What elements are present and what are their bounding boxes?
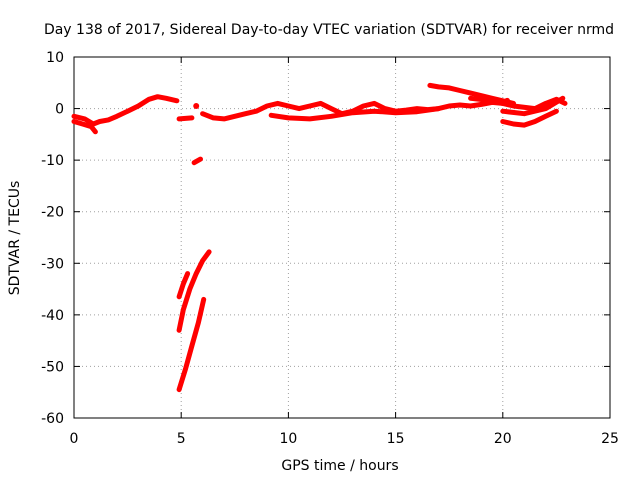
series-arc-main-a xyxy=(71,94,180,127)
x-tick-label: 15 xyxy=(387,431,405,447)
series-arc-drop-l xyxy=(176,271,191,300)
data-point xyxy=(193,102,200,109)
y-tick-label: -60 xyxy=(41,411,64,427)
y-tick-label: -20 xyxy=(41,205,64,221)
y-tick-label: -10 xyxy=(41,153,64,169)
y-tick-label: -50 xyxy=(41,359,64,375)
chart-title: Day 138 of 2017, Sidereal Day-to-day VTE… xyxy=(44,22,614,38)
series-arc-drop-k xyxy=(176,249,212,333)
series-arc-step-j xyxy=(191,156,203,166)
x-tick-label: 5 xyxy=(177,431,186,447)
x-tick-label: 25 xyxy=(601,431,619,447)
y-tick-label: 10 xyxy=(46,50,64,66)
series-arc-main-e xyxy=(268,106,441,122)
x-tick-label: 10 xyxy=(279,431,297,447)
axis-ticks: 0 5 10 15 20 25 -60 -50 -40 -30 -20 -10 0 10 xyxy=(41,50,619,447)
y-tick-label: 0 xyxy=(55,102,64,118)
y-axis-label: SDTVAR / TECUs xyxy=(7,181,23,296)
data-point xyxy=(504,97,511,104)
series-arc-low-g xyxy=(500,108,559,128)
plot-frame xyxy=(73,56,611,419)
x-tick-label: 0 xyxy=(70,431,79,447)
series-arc-short-c xyxy=(176,115,195,122)
series-arc-end-i xyxy=(500,95,566,117)
y-tick-label: -30 xyxy=(41,256,64,272)
data-series xyxy=(71,82,568,393)
x-tick-label: 20 xyxy=(494,431,512,447)
series-arc-drop-m xyxy=(176,296,207,393)
y-tick-label: -40 xyxy=(41,308,64,324)
series-arc-start-b xyxy=(71,119,98,135)
x-axis-label: GPS time / hours xyxy=(281,458,398,474)
